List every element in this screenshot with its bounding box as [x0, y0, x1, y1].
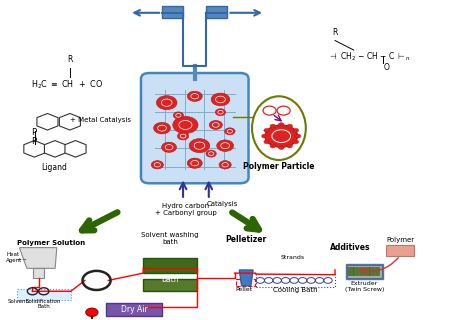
Text: Dry Air: Dry Air [121, 305, 147, 314]
Text: + Metal Catalysis: + Metal Catalysis [70, 117, 131, 123]
Circle shape [206, 150, 216, 157]
Bar [106, 303, 162, 316]
Text: Strands: Strands [281, 255, 305, 260]
Circle shape [161, 142, 176, 152]
Circle shape [177, 132, 189, 140]
Circle shape [264, 128, 270, 132]
Text: Catalysis: Catalysis [207, 201, 239, 207]
Polygon shape [24, 140, 45, 157]
Polygon shape [45, 140, 66, 157]
Bar [236, 279, 255, 286]
Bar [162, 6, 183, 18]
Text: Polymer Particle: Polymer Particle [243, 162, 315, 171]
Polygon shape [239, 270, 253, 286]
Text: bath: bath [161, 275, 179, 284]
Bar [348, 268, 353, 275]
Polygon shape [37, 114, 58, 130]
Bar [256, 274, 335, 287]
Bar [359, 268, 363, 275]
Polygon shape [33, 268, 44, 278]
Polygon shape [60, 114, 80, 130]
Circle shape [225, 128, 235, 135]
Text: R: R [67, 55, 73, 64]
Text: Ligand: Ligand [42, 163, 68, 172]
Circle shape [217, 140, 234, 151]
Circle shape [270, 124, 276, 128]
Bar [375, 268, 379, 275]
Circle shape [279, 146, 284, 149]
Circle shape [265, 125, 298, 147]
Circle shape [279, 123, 284, 126]
Bar [364, 268, 369, 275]
Circle shape [293, 140, 299, 144]
Text: Extruder
(Twin Screw): Extruder (Twin Screw) [345, 281, 384, 292]
Text: Additives: Additives [330, 244, 371, 252]
Circle shape [293, 128, 299, 132]
Circle shape [86, 308, 98, 316]
Ellipse shape [252, 96, 306, 160]
Text: $\dashv$ CH$_2$ $-$ CH $-$ C $\vdash_n$: $\dashv$ CH$_2$ $-$ CH $-$ C $\vdash_n$ [328, 50, 411, 63]
Bar [206, 6, 227, 18]
Text: Pelletizer: Pelletizer [226, 236, 267, 244]
Text: O: O [384, 63, 389, 72]
Circle shape [187, 91, 202, 101]
Circle shape [262, 134, 267, 138]
Text: P: P [31, 137, 36, 146]
FancyBboxPatch shape [141, 73, 249, 183]
Text: Hydro carbon
+ Carbonyl group: Hydro carbon + Carbonyl group [154, 203, 216, 216]
Circle shape [211, 93, 230, 106]
Circle shape [287, 124, 293, 128]
Circle shape [173, 116, 198, 133]
Circle shape [209, 121, 222, 129]
Polygon shape [19, 248, 57, 268]
Bar [17, 289, 71, 300]
Text: Solvent washing
bath: Solvent washing bath [141, 232, 199, 245]
Text: Polymer Solution: Polymer Solution [17, 240, 85, 246]
Circle shape [270, 144, 276, 148]
Circle shape [287, 144, 293, 148]
Circle shape [187, 158, 202, 168]
Bar [144, 258, 197, 273]
Text: Solidification
Bath: Solidification Bath [26, 299, 61, 309]
Circle shape [154, 123, 170, 134]
Text: Polymer: Polymer [386, 237, 414, 244]
Circle shape [173, 112, 183, 119]
Circle shape [156, 96, 177, 110]
Polygon shape [65, 140, 86, 157]
Circle shape [219, 161, 231, 169]
Bar [370, 268, 374, 275]
Bar [346, 264, 383, 279]
Circle shape [215, 109, 226, 116]
Bar [144, 278, 197, 291]
Circle shape [151, 161, 163, 169]
Bar [386, 245, 414, 256]
Text: P: P [31, 128, 36, 137]
Text: Cooling Bath: Cooling Bath [273, 287, 318, 293]
Text: Pellet: Pellet [235, 287, 252, 292]
Circle shape [295, 134, 301, 138]
Bar [354, 268, 358, 275]
Text: Heat
Agent: Heat Agent [6, 252, 23, 263]
Circle shape [189, 139, 210, 153]
Text: R: R [333, 28, 338, 37]
Text: Solvent: Solvent [8, 299, 28, 304]
Circle shape [264, 140, 270, 144]
Bar [347, 265, 382, 278]
Text: H$_2$C $\equiv$ CH  +  CO: H$_2$C $\equiv$ CH + CO [31, 79, 104, 91]
